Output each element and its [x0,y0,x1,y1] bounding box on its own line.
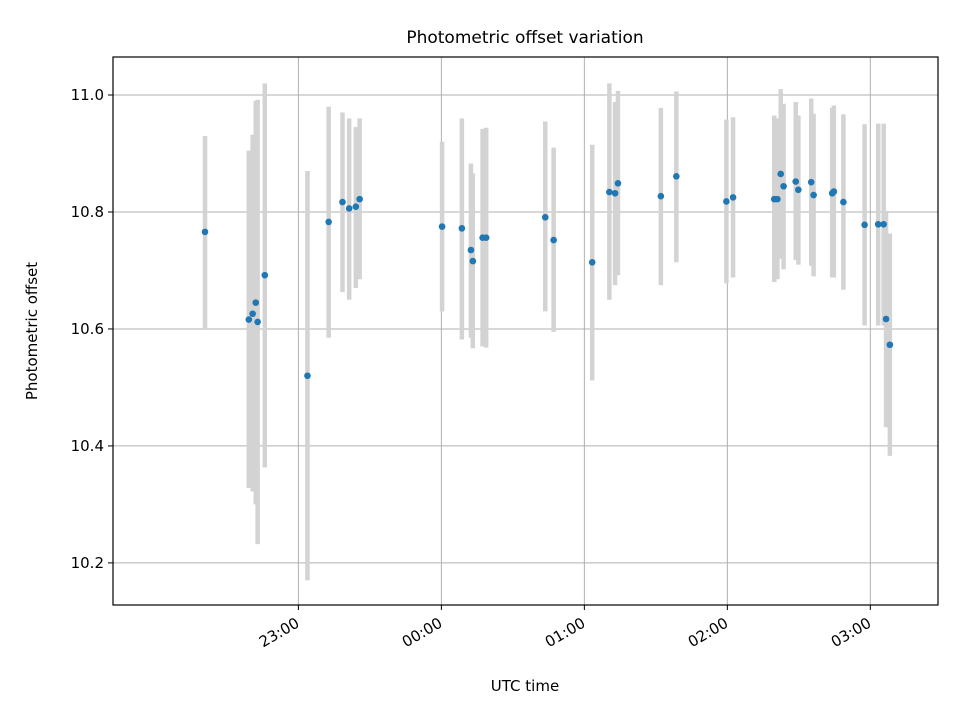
data-point [482,234,490,242]
data-point [795,186,802,194]
data-point [606,188,613,196]
data-point [657,192,665,200]
data-point [882,315,890,323]
point-layer [201,170,894,380]
data-point [356,195,363,203]
data-point [723,198,730,205]
data-point [729,194,737,201]
data-point [325,218,332,226]
data-point [458,225,466,232]
data-point [880,220,887,228]
y-tick-label: 11.0 [71,86,104,104]
data-point [304,372,311,380]
data-point [201,228,209,236]
data-point [245,316,253,323]
data-point [611,189,619,197]
plot-frame [112,56,939,606]
data-point [352,203,360,211]
data-point [673,173,680,180]
chart-title: Photometric offset variation [406,28,643,48]
data-point [614,180,622,187]
data-point [807,178,815,186]
data-point [886,341,894,349]
data-point [541,213,549,221]
data-point [874,220,882,228]
data-point [777,170,785,178]
data-point [774,195,781,203]
data-point [249,310,256,318]
data-point [261,271,269,279]
data-point [840,198,847,206]
y-tick-label: 10.8 [71,203,104,221]
y-tick-label: 10.2 [71,554,104,572]
data-point [792,178,800,185]
data-point [780,182,787,190]
data-point [252,299,260,306]
data-point [588,258,596,266]
data-point [810,191,817,199]
data-point [345,205,353,212]
y-tick-label: 10.6 [71,320,104,338]
x-axis-label: UTC time [491,677,559,695]
data-point [469,257,477,265]
data-point [550,236,557,244]
data-point [438,223,446,230]
data-point [830,188,838,195]
data-point [467,246,475,254]
y-axis-label: Photometric offset [23,262,41,400]
data-point [861,221,868,229]
y-tick-label: 10.4 [71,437,104,455]
data-point [339,198,346,206]
data-point [254,318,261,326]
